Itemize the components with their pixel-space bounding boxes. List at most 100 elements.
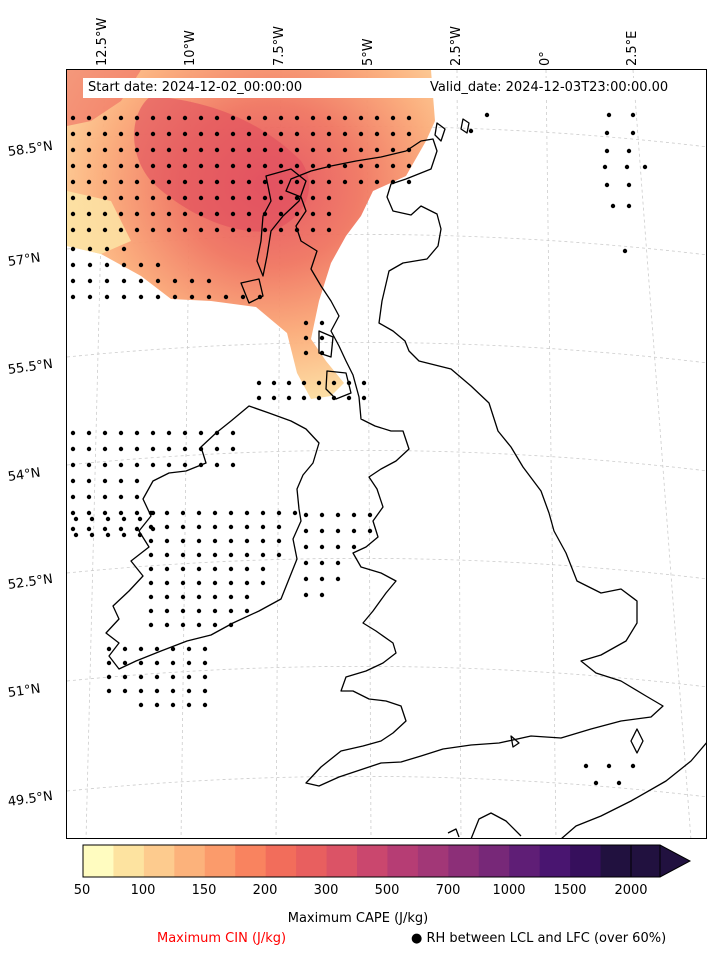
rh-dot	[303, 320, 309, 326]
rh-dot	[118, 131, 124, 137]
lon-label-7-5w: 7.5°W	[272, 25, 287, 66]
rh-dot	[182, 462, 188, 468]
rh-dot	[102, 430, 108, 436]
rh-dot	[180, 622, 186, 628]
map-canvas	[67, 70, 706, 838]
rh-dot	[358, 115, 364, 121]
rh-dot	[70, 246, 76, 252]
rh-dot	[166, 462, 172, 468]
rh-dot	[134, 227, 140, 233]
rh-dot	[310, 115, 316, 121]
rh-dot	[118, 227, 124, 233]
colorbar-bin	[600, 845, 632, 877]
rh-dot	[196, 538, 202, 544]
rh-dot	[262, 227, 268, 233]
rh-dot	[122, 646, 128, 652]
rh-dot	[262, 163, 268, 169]
colorbar-bin	[326, 845, 358, 877]
colorbar-tick-1000: 1000	[492, 883, 526, 898]
rh-dot	[102, 115, 108, 121]
rh-dot	[230, 195, 236, 201]
rh-dot	[278, 195, 284, 201]
cin-legend-label: Maximum CIN (J/kg)	[157, 931, 287, 946]
rh-dot	[70, 478, 76, 484]
rh-dot	[358, 131, 364, 137]
latitude-gridline	[67, 665, 706, 688]
rh-dot	[278, 179, 284, 185]
rh-dot	[406, 131, 412, 137]
rh-dot	[342, 163, 348, 169]
rh-dot	[70, 446, 76, 452]
rh-dot	[105, 532, 111, 538]
rh-dot	[484, 112, 490, 118]
rh-dot	[196, 594, 202, 600]
rh-dot	[172, 278, 178, 284]
rh-dot	[342, 147, 348, 153]
rh-dot	[70, 147, 76, 153]
rh-dot	[244, 538, 250, 544]
rh-dot	[256, 395, 262, 401]
rh-dot	[134, 147, 140, 153]
rh-dot	[358, 179, 364, 185]
colorbar-tick-300: 300	[313, 883, 339, 898]
rh-dot	[134, 494, 140, 500]
rh-dot	[294, 195, 300, 201]
rh-dot	[86, 526, 92, 532]
rh-dot	[148, 566, 154, 572]
rh-dot	[346, 380, 352, 386]
rh-dot	[180, 552, 186, 558]
colorbar-tick-2000: 2000	[614, 883, 648, 898]
rh-dot	[104, 246, 110, 252]
rh-dot	[228, 538, 234, 544]
rh-dot	[212, 566, 218, 572]
rh-dot	[170, 646, 176, 652]
rh-dot	[310, 227, 316, 233]
lat-label-55-5n: 55.5°N	[6, 356, 54, 378]
rh-dot	[319, 544, 325, 550]
colorbar-tick-500: 500	[374, 883, 400, 898]
rh-dot	[186, 646, 192, 652]
colorbar-tick-200: 200	[252, 883, 278, 898]
rh-dot	[134, 462, 140, 468]
rh-dot	[406, 115, 412, 121]
rh-dot	[154, 702, 160, 708]
colorbar-bin	[83, 845, 114, 877]
rh-dot	[316, 380, 322, 386]
rh-dot	[154, 674, 160, 680]
rh-dot	[361, 380, 367, 386]
rh-dot	[70, 430, 76, 436]
rh-dot	[86, 446, 92, 452]
rh-dot	[214, 179, 220, 185]
rh-dot	[134, 446, 140, 452]
rh-dot	[303, 576, 309, 582]
rh-dot	[150, 446, 156, 452]
lat-label-52-5n: 52.5°N	[6, 571, 54, 593]
rh-dot	[154, 646, 160, 652]
rh-dot	[118, 195, 124, 201]
rh-dot	[73, 516, 79, 522]
rh-dot	[150, 211, 156, 217]
rh-dot	[342, 179, 348, 185]
rh-dot	[118, 163, 124, 169]
rh-dot	[196, 524, 202, 530]
rh-dot	[166, 211, 172, 217]
rh-dot	[134, 115, 140, 121]
rh-dot	[319, 528, 325, 534]
rh-dot	[180, 566, 186, 572]
rh-dot	[86, 510, 92, 516]
rh-legend-label: ● RH between LCL and LFC (over 60%)	[411, 931, 667, 946]
rh-dot	[186, 702, 192, 708]
rh-dot	[262, 179, 268, 185]
rh-dot	[70, 294, 76, 300]
rh-dot	[230, 211, 236, 217]
rh-dot	[134, 526, 140, 532]
rh-dot	[118, 115, 124, 121]
rh-dot	[86, 462, 92, 468]
rh-dot	[326, 195, 332, 201]
rh-dot	[164, 580, 170, 586]
rh-dot	[206, 278, 212, 284]
rh-dot	[319, 512, 325, 518]
rh-dot	[121, 532, 127, 538]
rh-dot	[214, 147, 220, 153]
rh-dot	[390, 115, 396, 121]
